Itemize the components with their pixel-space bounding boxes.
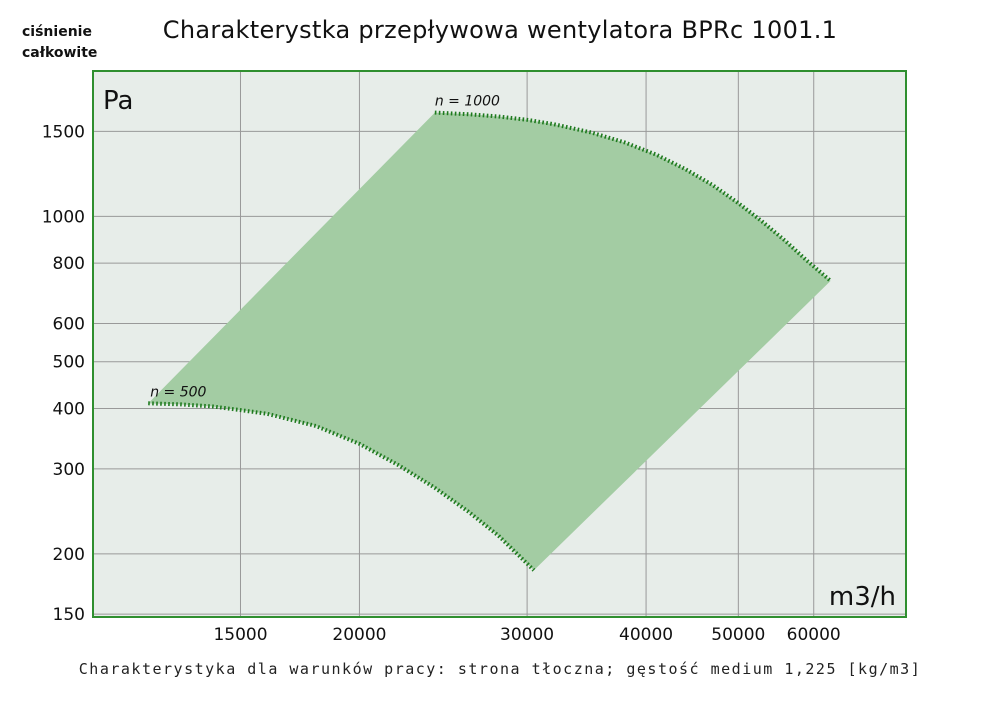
x-tick-label: 40000: [619, 625, 673, 645]
x-tick-label: 20000: [332, 625, 386, 645]
y-axis-caption: ciśnienie całkowite: [22, 22, 97, 64]
y-tick-label: 1500: [42, 122, 85, 142]
y-unit-label: Pa: [103, 86, 133, 116]
y-tick-label: 400: [53, 400, 85, 420]
chart-title: Charakterystka przepływowa wentylatora B…: [162, 16, 838, 44]
operating-region: [148, 112, 831, 571]
y-caption-line-2: całkowite: [22, 45, 98, 61]
y-tick-label: 500: [53, 353, 85, 373]
y-caption-line-1: ciśnienie: [22, 24, 92, 40]
x-tick-label: 30000: [500, 625, 554, 645]
y-tick-label: 200: [53, 545, 85, 565]
series-label: n = 1000: [435, 94, 500, 110]
y-tick-label: 150: [53, 605, 85, 625]
x-tick-label: 50000: [711, 625, 765, 645]
series-label: n = 500: [150, 384, 206, 400]
chart-footnote: Charakterystyka dla warunków pracy: stro…: [78, 660, 922, 678]
y-tick-label: 600: [53, 314, 85, 334]
y-tick-label: 1000: [42, 207, 85, 227]
x-tick-label: 60000: [787, 625, 841, 645]
y-tick-label: 800: [53, 254, 85, 274]
plot-frame: [92, 70, 907, 618]
curve-n1000: [434, 110, 832, 283]
x-tick-label: 15000: [213, 625, 267, 645]
x-unit-label: m3/h: [829, 582, 896, 612]
curve-n500: [148, 401, 536, 572]
y-tick-label: 300: [53, 460, 85, 480]
